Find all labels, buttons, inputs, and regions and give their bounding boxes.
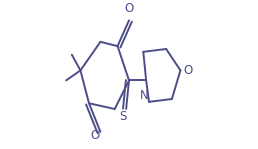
- Text: N: N: [140, 89, 149, 102]
- Text: O: O: [124, 2, 134, 15]
- Text: O: O: [183, 64, 192, 77]
- Text: O: O: [90, 129, 99, 142]
- Text: S: S: [120, 110, 127, 123]
